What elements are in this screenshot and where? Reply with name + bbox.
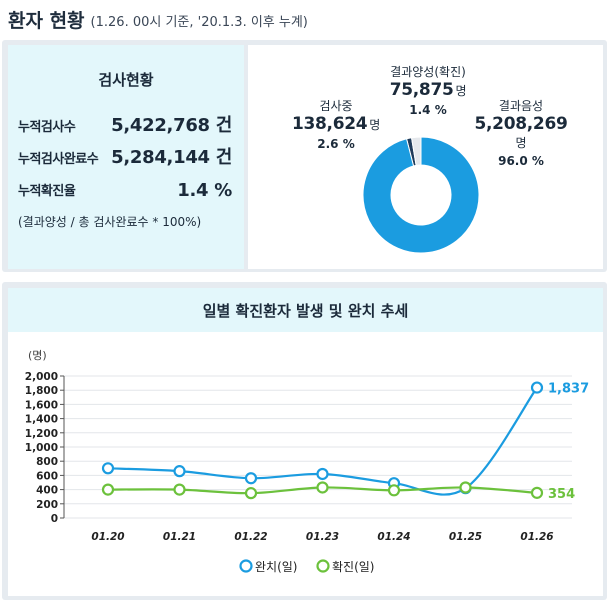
series-recovered-point — [173, 465, 186, 478]
y-tick-label: 1,000 — [25, 442, 58, 454]
segment-unit: 명 — [515, 136, 527, 150]
stat-label: 누적검사수 — [18, 120, 76, 135]
series-recovered-point — [316, 467, 329, 481]
positive-rate-note: (결과양성 / 총 검사완료수 * 100%) — [18, 215, 202, 229]
summary-title: 검사현황 — [98, 71, 154, 89]
y-tick-label: 200 — [36, 499, 58, 511]
y-tick-label: 1,600 — [25, 399, 58, 411]
legend-label: 완치(일) — [255, 560, 297, 574]
segment-value: 75,875 — [389, 80, 454, 100]
segment-unit: 명 — [455, 84, 467, 98]
y-tick-label: 400 — [36, 485, 58, 497]
series-confirmed-point — [387, 484, 401, 497]
stat-label: 누적검사완료수 — [18, 152, 99, 167]
series-confirmed-point — [244, 487, 258, 500]
legend-marker — [239, 559, 253, 573]
legend-marker — [316, 559, 330, 573]
y-tick-label: 1,400 — [25, 414, 58, 426]
series-recovered-end-label: 1,837 — [548, 382, 589, 397]
y-tick-label: 0 — [51, 513, 58, 525]
donut-chart — [362, 136, 480, 254]
stat-label: 누적확진율 — [18, 184, 76, 199]
segment-label: 결과양성(확진) — [390, 65, 466, 79]
stat-total-tests: 누적검사수 5,422,768 건 — [18, 115, 240, 137]
series-recovered-point — [244, 472, 258, 485]
y-tick-label: 800 — [36, 456, 58, 468]
series-recovered-point — [101, 462, 115, 475]
trend-chart-area: (명) 0 200 400 600 800 1,000 1,200 1,400 1,600 1,80… — [8, 288, 603, 596]
segment-label: 검사중 — [319, 99, 353, 113]
page-header: 환자 현황 (1.26. 00시 기준, '20.1.3. 이후 누계) — [0, 0, 609, 38]
segment-percent: 1.4 % — [409, 103, 447, 117]
segment-percent: 2.6 % — [317, 137, 355, 151]
stat-value: 5,284,144 건 — [111, 147, 232, 168]
donut-slice-negative — [362, 136, 480, 254]
segment-percent: 96.0 % — [498, 154, 544, 168]
segment-label: 결과음성 — [498, 99, 544, 113]
line-chart: (명) 0 200 400 600 800 1,000 1,200 1,400 1,600 1,80… — [25, 349, 589, 574]
y-tick-label: 2,000 — [25, 371, 58, 383]
stat-value: 1.4 % — [177, 180, 232, 201]
y-tick-label: 600 — [36, 470, 58, 482]
test-summary-box: 검사현황 누적검사수 5,422,768 건 누적검사완료수 5,284,144… — [8, 45, 244, 269]
y-tick-label: 1,200 — [25, 428, 58, 440]
series-confirmed-point — [316, 481, 329, 494]
segment-value: 5,208,269 — [474, 114, 568, 134]
donut-label-positive: 결과양성(확진) 75,875 명 1.4 % — [368, 63, 488, 117]
series-confirmed-end-label: 354 — [548, 487, 575, 502]
chart-title: 일별 확진환자 발생 및 완치 추세 — [202, 301, 409, 320]
series-confirmed-point — [459, 481, 472, 494]
y-tick-label: 1,800 — [25, 385, 58, 397]
series-confirmed-point — [173, 483, 186, 496]
series-recovered-point — [530, 381, 544, 394]
x-tick-label: 01.21 — [163, 531, 196, 543]
donut-label-testing: 검사중 138,624 명 2.6 % — [286, 97, 386, 151]
chart-title-band: 일별 확진환자 발생 및 완치 추세 — [8, 288, 603, 332]
stat-value: 5,422,768 건 — [111, 115, 232, 136]
segment-unit: 명 — [369, 118, 381, 132]
x-tick-label: 01.26 — [520, 531, 553, 543]
stat-completed-tests: 누적검사완료수 5,284,144 건 — [18, 147, 240, 169]
stat-positive-rate: 누적확진율 1.4 % — [18, 179, 240, 201]
page-subtitle: (1.26. 00시 기준, '20.1.3. 이후 누계) — [90, 15, 308, 30]
x-tick-label: 01.23 — [306, 531, 339, 543]
x-tick-label: 01.20 — [91, 531, 124, 543]
x-tick-label: 01.24 — [377, 531, 410, 543]
series-confirmed-point — [101, 483, 115, 496]
x-tick-label: 01.22 — [234, 531, 267, 543]
donut-label-negative: 결과음성 5,208,269 명 96.0 % — [466, 97, 576, 168]
donut-box: 결과양성(확진) 75,875 명 1.4 % 검사중 138,624 명 2.6 … — [248, 45, 603, 269]
page-title: 환자 현황 — [8, 9, 85, 32]
series-confirmed-point — [530, 486, 544, 499]
legend-label: 확진(일) — [332, 560, 374, 574]
segment-value: 138,624 — [291, 114, 368, 134]
x-tick-label: 01.25 — [449, 531, 482, 543]
y-axis-label: (명) — [28, 349, 47, 362]
